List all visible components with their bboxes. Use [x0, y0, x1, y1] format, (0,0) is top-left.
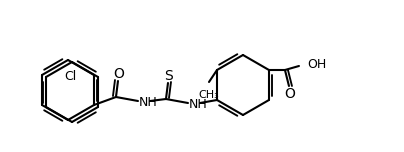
Text: O: O — [284, 87, 295, 101]
Text: OH: OH — [307, 57, 326, 71]
Text: NH: NH — [189, 97, 208, 111]
Text: O: O — [114, 67, 124, 81]
Text: NH: NH — [139, 95, 158, 109]
Text: S: S — [164, 69, 173, 83]
Text: CH₃: CH₃ — [199, 90, 219, 100]
Text: Cl: Cl — [64, 70, 76, 83]
